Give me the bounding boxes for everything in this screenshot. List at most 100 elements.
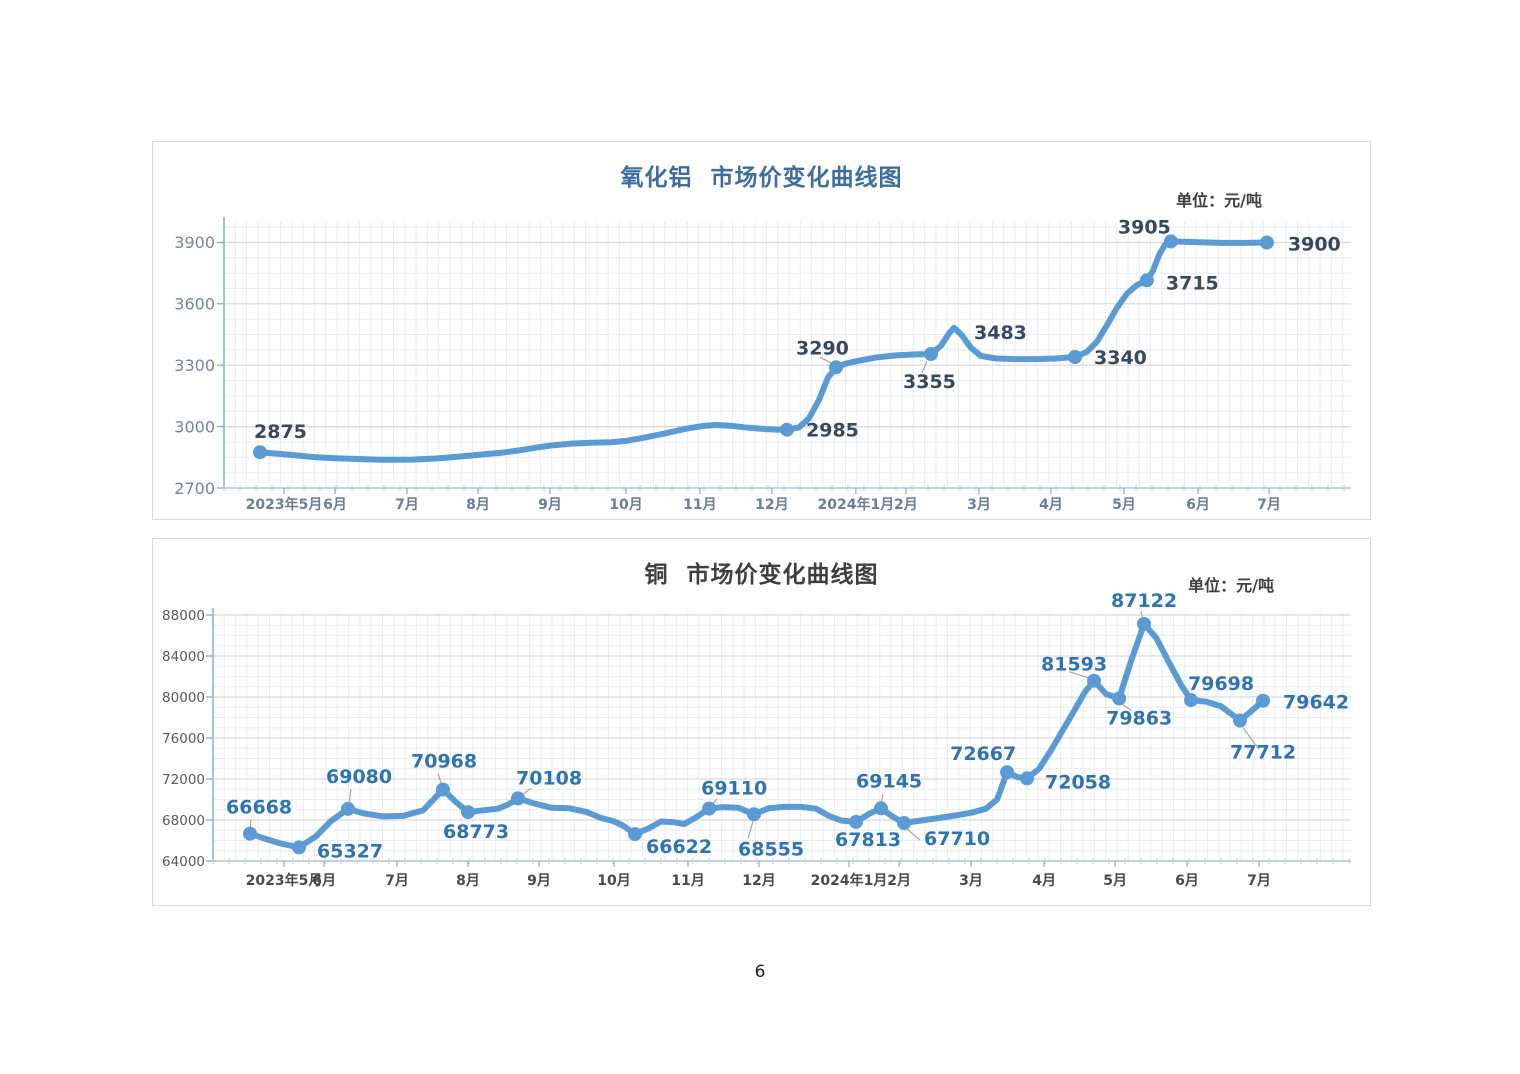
x-tick-label: 6月 bbox=[1186, 497, 1210, 513]
data-point-marker bbox=[461, 805, 475, 820]
data-point-label: 72058 bbox=[1045, 771, 1111, 793]
data-point-marker bbox=[292, 840, 306, 855]
label-leader-line bbox=[1242, 727, 1260, 750]
x-tick-label: 12月 bbox=[742, 873, 775, 889]
y-tick-label: 68000 bbox=[162, 813, 205, 829]
y-tick-label: 72000 bbox=[162, 772, 205, 788]
y-tick-label: 3300 bbox=[174, 356, 215, 375]
data-point-label: 66622 bbox=[646, 836, 712, 858]
data-point-marker bbox=[829, 360, 843, 375]
x-tick-label: 2月 bbox=[887, 873, 911, 889]
label-leader-line bbox=[747, 821, 754, 839]
grid-minor bbox=[223, 222, 1351, 489]
data-point-label: 67813 bbox=[835, 829, 901, 851]
y-tick-label: 76000 bbox=[162, 731, 205, 747]
y-tick-label: 64000 bbox=[162, 854, 205, 870]
x-tick-label: 11月 bbox=[683, 497, 716, 513]
x-tick-label: 5月 bbox=[1112, 497, 1136, 513]
data-point-marker bbox=[1259, 235, 1274, 250]
label-leader-line bbox=[1120, 702, 1132, 711]
data-point-marker bbox=[897, 816, 911, 830]
data-point-label: 66668 bbox=[226, 797, 292, 819]
data-point-marker bbox=[1087, 673, 1101, 688]
x-tick-label: 7月 bbox=[1257, 497, 1281, 513]
data-point-label: 70108 bbox=[516, 767, 582, 789]
data-point-label: 87122 bbox=[1111, 590, 1177, 612]
data-point-marker bbox=[1112, 691, 1127, 706]
grid-minor bbox=[212, 613, 1351, 862]
x-tick-label: 4月 bbox=[1039, 497, 1063, 513]
label-leader-line bbox=[348, 788, 352, 804]
data-point-label: 81593 bbox=[1041, 654, 1107, 676]
data-point-label: 69145 bbox=[856, 770, 922, 792]
grid-major bbox=[213, 614, 1351, 821]
y-tick-label: 3000 bbox=[174, 417, 215, 436]
alumina-chart-panel: 氧化铝 市场价变化曲线图 单位：元/吨 2700 3000 3300 3600 3900… bbox=[152, 141, 1371, 520]
x-tick-label: 11月 bbox=[671, 873, 704, 889]
y-tick-label: 3900 bbox=[174, 233, 215, 252]
x-tick-label: 5月 bbox=[1103, 873, 1127, 889]
data-point-label: 70968 bbox=[411, 751, 477, 773]
data-point-marker bbox=[702, 801, 717, 816]
x-tick-label: 10月 bbox=[597, 873, 630, 889]
x-tick-label: 6月 bbox=[323, 497, 347, 513]
data-point-marker bbox=[1139, 273, 1154, 288]
data-point-label: 69110 bbox=[701, 778, 767, 800]
data-point-label: 3905 bbox=[1118, 216, 1171, 238]
x-tick-label: 9月 bbox=[527, 873, 551, 889]
x-tick-label: 12月 bbox=[755, 497, 788, 513]
data-point-label: 3483 bbox=[974, 322, 1027, 344]
data-point-label: 79863 bbox=[1106, 707, 1172, 729]
data-point-label: 79698 bbox=[1188, 673, 1254, 695]
page-number: 6 bbox=[754, 962, 766, 982]
data-point-marker bbox=[874, 801, 888, 816]
x-tick-label: 2023年5月 bbox=[246, 872, 323, 889]
data-point-label: 79642 bbox=[1283, 692, 1349, 714]
x-tick-label: 9月 bbox=[538, 497, 562, 513]
x-tick-label: 2024年1月 bbox=[818, 496, 895, 513]
data-point-label: 3900 bbox=[1288, 234, 1341, 256]
data-point-marker bbox=[1000, 765, 1015, 780]
data-point-marker bbox=[341, 801, 355, 816]
data-point-marker bbox=[511, 791, 525, 806]
alumina-chart-title: 氧化铝 市场价变化曲线图 bbox=[620, 165, 903, 191]
x-tick-label: 7月 bbox=[395, 497, 419, 513]
x-tick-label: 3月 bbox=[967, 497, 991, 513]
data-point-marker bbox=[1256, 693, 1270, 708]
data-point-label: 72667 bbox=[950, 743, 1016, 765]
x-tick-label: 10月 bbox=[609, 497, 642, 513]
data-point-marker bbox=[253, 445, 267, 460]
data-point-marker bbox=[747, 807, 761, 822]
y-tick-label: 80000 bbox=[162, 690, 205, 706]
x-tick-label: 7月 bbox=[1247, 873, 1271, 889]
data-point-marker bbox=[1184, 693, 1198, 708]
x-tick-label: 2月 bbox=[894, 497, 918, 513]
data-point-marker bbox=[924, 347, 938, 361]
data-point-marker bbox=[1068, 350, 1082, 364]
price-line bbox=[247, 621, 1266, 851]
data-point-label: 68555 bbox=[738, 838, 804, 860]
alumina-unit-label: 单位：元/吨 bbox=[1176, 191, 1262, 210]
data-point-label: 69080 bbox=[326, 766, 392, 788]
x-tick-label: 8月 bbox=[456, 873, 480, 889]
data-point-label: 77712 bbox=[1230, 742, 1296, 764]
data-point-label: 3290 bbox=[796, 337, 849, 359]
data-point-marker bbox=[436, 782, 450, 797]
data-point-marker bbox=[1020, 771, 1034, 786]
copper-chart-panel: 铜 市场价变化曲线图 单位：元/吨 64000 68000 72000 76000 80… bbox=[152, 538, 1371, 906]
y-tick-label: 3600 bbox=[174, 295, 215, 314]
data-point-label: 3340 bbox=[1094, 347, 1147, 369]
data-point-label: 2875 bbox=[254, 421, 307, 443]
x-tick-label: 8月 bbox=[466, 497, 490, 513]
y-tick-label: 84000 bbox=[162, 649, 205, 665]
copper-line-chart: 64000 68000 72000 76000 80000 84000 88000 2023年… bbox=[162, 590, 1351, 889]
x-tick-label: 7月 bbox=[385, 873, 409, 889]
data-point-marker bbox=[1137, 617, 1151, 631]
data-point-label: 3715 bbox=[1166, 272, 1219, 294]
x-tick-label: 6月 bbox=[312, 873, 336, 889]
data-point-label: 3355 bbox=[903, 371, 956, 393]
x-tick-label: 4月 bbox=[1032, 873, 1056, 889]
label-leader-line bbox=[1068, 671, 1089, 679]
